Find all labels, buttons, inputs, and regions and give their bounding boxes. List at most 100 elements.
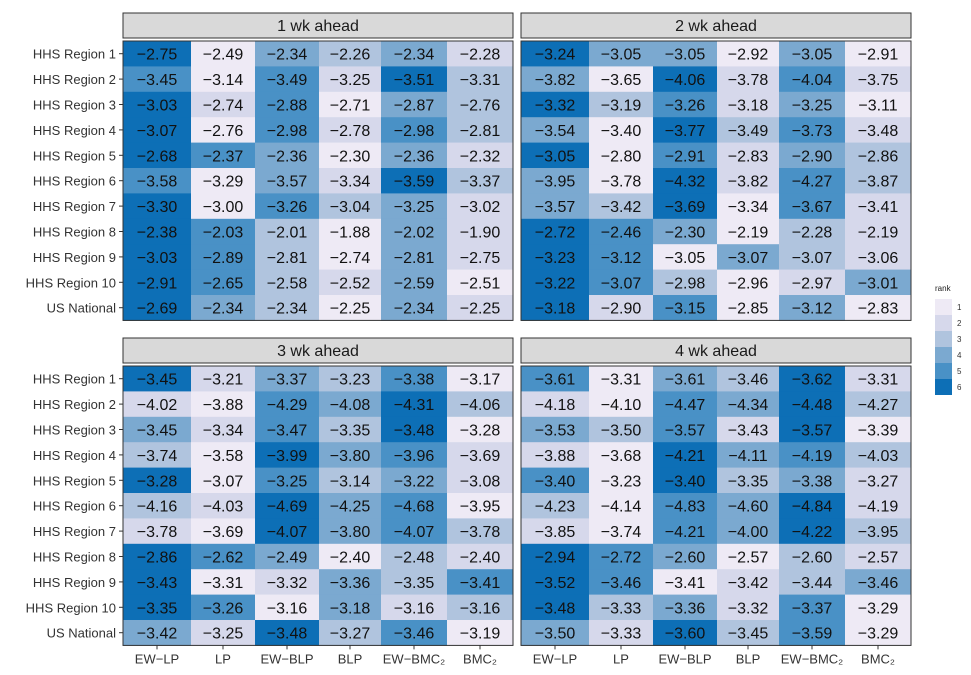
- cell-label: −3.23: [601, 473, 642, 490]
- cell-label: −2.03: [203, 225, 244, 242]
- heatmap-tile: [521, 467, 589, 494]
- heatmap-tile: [653, 366, 717, 392]
- heatmap-tile: [521, 295, 589, 321]
- cell-label: −3.40: [535, 473, 576, 490]
- cell-label: −3.45: [137, 423, 178, 440]
- heatmap-tile: [447, 467, 513, 494]
- heatmap-tile: [255, 366, 319, 392]
- heatmap-tile: [381, 66, 447, 93]
- cell-label: −2.91: [665, 148, 706, 165]
- cell-label: −3.57: [535, 199, 576, 216]
- cell-label: −2.28: [460, 47, 501, 64]
- cell-label: −2.26: [330, 47, 371, 64]
- cell-label: −4.21: [665, 448, 706, 465]
- heatmap-tile: [779, 366, 845, 392]
- heatmap-tile: [779, 91, 845, 118]
- legend-label: 3: [957, 335, 962, 344]
- cell-label: −3.87: [858, 174, 899, 191]
- heatmap-tile: [717, 66, 779, 93]
- cell-label: −3.07: [601, 275, 642, 292]
- cell-label: −3.32: [728, 600, 769, 617]
- heatmap-tile: [447, 117, 513, 144]
- cell-label: −2.81: [267, 250, 308, 267]
- panel-3-wk-ahead: 3 wk ahead −3.45 −3.21 −3.37 −3.23 −3.38 −3.17…: [26, 337, 514, 666]
- heatmap-tile: [381, 569, 447, 596]
- cell-label: −3.65: [601, 72, 642, 89]
- cell-label: −4.29: [267, 397, 308, 414]
- cell-label: −2.30: [330, 148, 371, 165]
- cell-label: −3.73: [792, 123, 833, 140]
- cell-label: −3.24: [535, 47, 576, 64]
- cell-label: −2.36: [394, 148, 435, 165]
- heatmap-tile: [653, 416, 717, 443]
- heatmap-tile: [123, 244, 191, 271]
- cell-label: −3.49: [728, 123, 769, 140]
- cell-label: −2.72: [535, 225, 576, 242]
- panel-2-wk-ahead: 2 wk ahead −3.24 −3.05 −3.05 −2.92 −3.05 −2.91…: [520, 12, 912, 321]
- cell-label: −3.25: [330, 72, 371, 89]
- heatmap-tile: [779, 493, 845, 519]
- cell-label: −2.34: [203, 301, 244, 318]
- cell-label: −3.47: [267, 423, 308, 440]
- cell-label: −3.23: [535, 250, 576, 267]
- heatmap-tile: [589, 142, 653, 169]
- y-tick-label: HHS Region 9: [33, 250, 116, 265]
- cell-label: −3.30: [137, 199, 178, 216]
- heatmap-tile: [589, 416, 653, 443]
- cell-label: −3.07: [203, 473, 244, 490]
- cell-label: −3.35: [394, 575, 435, 592]
- heatmap-tile: [845, 66, 911, 93]
- cell-label: −3.58: [203, 448, 244, 465]
- heatmap-tile: [447, 569, 513, 596]
- heatmap-tile: [845, 117, 911, 144]
- heatmap-tile: [521, 416, 589, 443]
- cell-label: −2.40: [460, 550, 501, 567]
- heatmap-tile: [447, 218, 513, 245]
- heatmap-tile: [589, 218, 653, 245]
- heatmap-tile: [319, 66, 381, 93]
- cell-label: −2.78: [330, 123, 371, 140]
- cell-label: −3.35: [137, 600, 178, 617]
- cell-label: −3.42: [728, 575, 769, 592]
- cell-label: −3.77: [665, 123, 706, 140]
- heatmap-tile: [845, 391, 911, 418]
- heatmap-tile: [381, 269, 447, 296]
- cell-label: −3.61: [665, 372, 706, 389]
- cell-label: −3.26: [203, 600, 244, 617]
- heatmap-tile: [589, 543, 653, 570]
- cell-label: −3.11: [858, 98, 897, 115]
- cell-label: −2.57: [728, 550, 769, 567]
- cell-label: −2.69: [137, 301, 178, 318]
- y-tick-label: HHS Region 2: [33, 397, 116, 412]
- cell-label: −3.45: [137, 372, 178, 389]
- legend-swatch: [935, 379, 952, 395]
- cell-label: −3.07: [728, 250, 769, 267]
- heatmap-tile: [717, 142, 779, 169]
- cell-label: −3.43: [728, 423, 769, 440]
- cell-label: −3.19: [460, 626, 501, 643]
- heatmap-tile: [447, 416, 513, 443]
- heatmap-tile: [191, 142, 255, 169]
- heatmap-tile: [255, 66, 319, 93]
- heatmap-tile: [589, 366, 653, 392]
- legend-title: rank: [935, 284, 952, 293]
- heatmap-tile: [319, 594, 381, 621]
- cell-label: −2.25: [460, 301, 501, 318]
- heatmap-tile: [779, 218, 845, 245]
- cell-label: −2.86: [137, 550, 178, 567]
- cell-label: −3.43: [137, 575, 178, 592]
- heatmap-tile: [653, 543, 717, 570]
- cell-label: −3.07: [137, 123, 178, 140]
- heatmap-tile: [779, 569, 845, 596]
- cell-label: −3.37: [792, 600, 833, 617]
- cell-label: −3.40: [665, 473, 706, 490]
- cell-label: −3.08: [460, 473, 501, 490]
- cell-label: −4.02: [137, 397, 178, 414]
- cell-label: −3.34: [203, 423, 244, 440]
- cell-label: −4.48: [792, 397, 833, 414]
- cell-label: −2.02: [394, 225, 435, 242]
- cell-label: −2.25: [330, 301, 371, 318]
- heatmap-tile: [381, 91, 447, 118]
- x-tick-label: BMC₂: [463, 651, 497, 666]
- heatmap-tile: [779, 442, 845, 469]
